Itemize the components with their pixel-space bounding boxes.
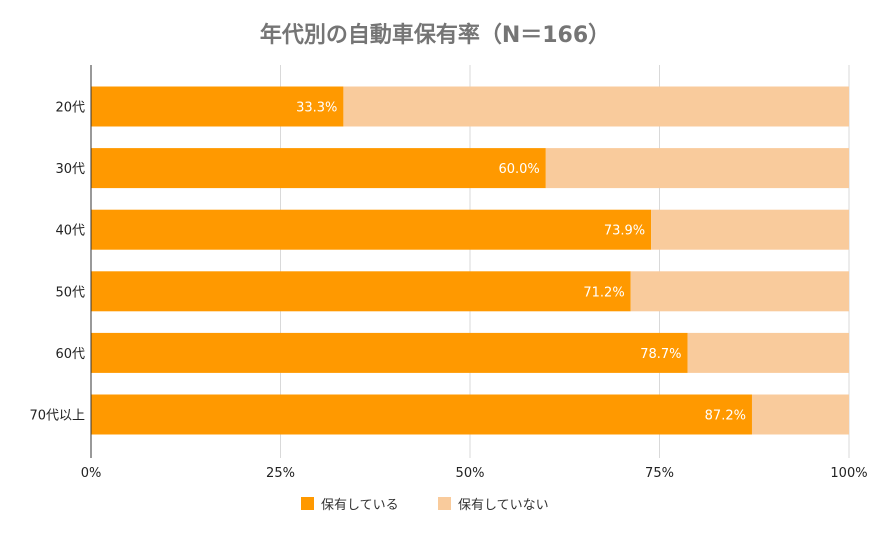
category-label: 60代 bbox=[55, 347, 85, 362]
bar-segment-owned bbox=[91, 394, 752, 435]
bars bbox=[91, 86, 849, 435]
chart-title: 年代別の自動車保有率（N＝166） bbox=[260, 22, 610, 48]
value-axis: 0% 25% 50% 75% 100% bbox=[81, 466, 868, 481]
bar-segment-not-owned bbox=[630, 271, 849, 312]
category-axis: 20代 30代 40代 50代 60代 70代以上 bbox=[29, 101, 85, 424]
legend-label: 保有している bbox=[321, 498, 399, 513]
gridlines bbox=[280, 65, 850, 458]
category-label: 50代 bbox=[55, 285, 85, 300]
bar-segment-owned bbox=[91, 332, 688, 373]
bar-segment-not-owned bbox=[751, 394, 849, 435]
x-tick-label: 50% bbox=[456, 466, 485, 481]
category-label: 20代 bbox=[55, 101, 85, 116]
bar-segment-not-owned bbox=[343, 86, 849, 127]
x-tick-label: 25% bbox=[266, 466, 295, 481]
legend: 保有している 保有していない bbox=[301, 497, 549, 513]
bar-segment-owned bbox=[91, 86, 344, 127]
x-tick-label: 100% bbox=[830, 466, 867, 481]
bar-segment-not-owned bbox=[651, 209, 849, 250]
category-label: 40代 bbox=[55, 224, 85, 239]
data-label: 73.9% bbox=[604, 224, 645, 239]
data-label: 33.3% bbox=[296, 101, 337, 116]
legend-label: 保有していない bbox=[458, 498, 549, 513]
x-tick-label: 0% bbox=[81, 466, 102, 481]
legend-swatch bbox=[301, 497, 314, 510]
data-label: 71.2% bbox=[583, 285, 624, 300]
bar-segment-owned bbox=[91, 209, 652, 250]
bar-segment-not-owned bbox=[545, 148, 849, 189]
x-tick-label: 75% bbox=[645, 466, 674, 481]
bar-segment-owned bbox=[91, 148, 546, 189]
category-label: 30代 bbox=[55, 162, 85, 177]
data-label: 60.0% bbox=[498, 162, 539, 177]
data-label: 78.7% bbox=[640, 347, 681, 362]
bar-segment-owned bbox=[91, 271, 631, 312]
bar-segment-not-owned bbox=[687, 332, 849, 373]
category-label: 70代以上 bbox=[29, 409, 85, 424]
data-labels: 33.3% 60.0% 73.9% 71.2% 78.7% 87.2% bbox=[296, 101, 746, 424]
legend-swatch bbox=[438, 497, 451, 510]
data-label: 87.2% bbox=[705, 409, 746, 424]
